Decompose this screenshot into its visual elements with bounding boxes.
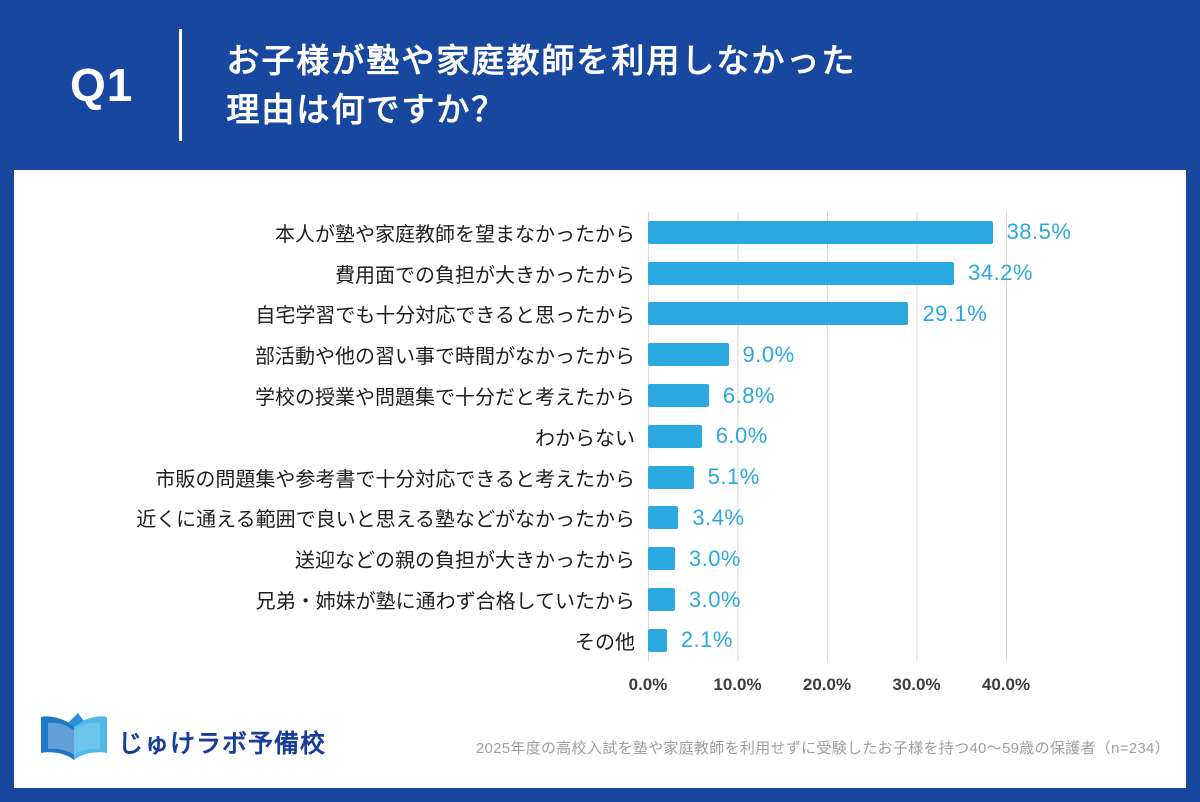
chart-row: 本人が塾や家庭教師を望まなかったから 38.5%: [14, 212, 1170, 253]
bar: [648, 343, 729, 367]
plot-area: 34.2%: [648, 252, 1170, 294]
category-label: 自宅学習でも十分対応できると思ったから: [255, 305, 635, 328]
plot-area: 3.4%: [648, 497, 1170, 539]
category-label: 兄弟・姉妹が塾に通わず合格していたから: [255, 591, 635, 614]
question-title-line2: 理由は何ですか？: [226, 91, 507, 128]
bar: [648, 220, 993, 244]
jukelab-logo-icon: [38, 711, 110, 772]
chart-row: その他 2.1%: [14, 619, 1170, 661]
value-label: 6.8%: [722, 382, 776, 408]
question-header: Q1 お子様が塾や家庭教師を利用しなかった 理由は何ですか？: [0, 0, 1200, 170]
chart-row: 送迎などの親の負担が大きかったから 3.0%: [14, 538, 1170, 580]
category-label: 市販の問題集や参考書で十分対応できると考えたから: [155, 468, 635, 491]
chart-row: 学校の授業や問題集で十分だと考えたから 6.8%: [14, 375, 1170, 416]
chart-row: 費用面での負担が大きかったから 34.2%: [14, 252, 1170, 294]
chart-row: 自宅学習でも十分対応できると思ったから 29.1%: [14, 293, 1170, 335]
value-label: 3.0%: [688, 586, 741, 612]
bar-chart: 本人が塾や家庭教師を望まなかったから 38.5% 費用面での負担が大きかったから 34…: [14, 212, 1170, 703]
value-label: 29.1%: [922, 300, 988, 326]
x-axis-tick: 40.0%: [981, 674, 1031, 694]
plot-area: 3.0%: [648, 579, 1170, 620]
chart-row: 部活動や他の習い事で時間がなかったから 9.0%: [14, 334, 1170, 376]
value-label: 38.5%: [1006, 219, 1072, 245]
bar: [648, 261, 955, 285]
plot-area: 9.0%: [648, 334, 1170, 376]
question-number: Q1: [70, 59, 134, 111]
value-label: 6.0%: [715, 423, 768, 449]
survey-note: 2025年度の高校入試を塾や家庭教師を利用せずに受験したお子様を持つ40～59歳…: [475, 740, 1170, 757]
x-axis-tick: 20.0%: [802, 674, 852, 694]
value-label: 9.0%: [742, 341, 795, 367]
x-axis-tick: 30.0%: [892, 674, 941, 694]
bar: [648, 588, 675, 612]
category-label: 部活動や他の習い事で時間がなかったから: [255, 346, 635, 369]
bar: [648, 302, 909, 326]
bar: [648, 506, 679, 530]
value-label: 5.1%: [707, 464, 760, 490]
category-label: 学校の授業や問題集で十分だと考えたから: [255, 387, 635, 410]
plot-area: 2.1%: [648, 619, 1170, 661]
chart-rows: 本人が塾や家庭教師を望まなかったから 38.5% 費用面での負担が大きかったから 34…: [14, 212, 1170, 661]
chart-row: 近くに通える範囲で良いと思える塾などがなかったから 3.4%: [14, 497, 1170, 539]
plot-area: 3.0%: [648, 538, 1170, 580]
question-title-line1: お子様が塾や家庭教師を利用しなかった: [226, 41, 857, 79]
chart-row: わからない 6.0%: [14, 415, 1170, 457]
category-label: 費用面での負担が大きかったから: [335, 264, 635, 287]
x-axis: 0.0% 10.0% 20.0% 30.0% 40.0%: [629, 665, 1170, 703]
chart-row: 兄弟・姉妹が塾に通わず合格していたから 3.0%: [14, 579, 1170, 620]
x-axis-tick: 0.0%: [628, 674, 668, 694]
bar: [648, 424, 702, 448]
plot-area: 38.5%: [648, 212, 1170, 253]
plot-area: 5.1%: [648, 456, 1170, 498]
question-title: お子様が塾や家庭教師を利用しなかった 理由は何ですか？: [226, 36, 856, 135]
value-label: 2.1%: [680, 627, 733, 653]
chart-card: 本人が塾や家庭教師を望まなかったから 38.5% 費用面での負担が大きかったから 34…: [14, 170, 1186, 788]
bar: [648, 628, 667, 652]
chart-row: 市販の問題集や参考書で十分対応できると考えたから 5.1%: [14, 456, 1170, 498]
value-label: 34.2%: [968, 260, 1033, 286]
category-label: 送迎などの親の負担が大きかったから: [295, 550, 635, 573]
category-label: 本人が塾や家庭教師を望まなかったから: [275, 223, 635, 246]
brand-name: じゅけラボ予備校: [118, 729, 327, 758]
category-label: 近くに通える範囲で良いと思える塾などがなかったから: [136, 509, 635, 532]
bar: [648, 384, 709, 408]
x-axis-tick: 10.0%: [713, 674, 762, 694]
bar: [648, 547, 675, 571]
bar: [648, 465, 694, 489]
value-label: 3.4%: [692, 504, 745, 530]
header-divider: [179, 29, 183, 141]
plot-area: 29.1%: [648, 293, 1170, 335]
plot-area: 6.0%: [648, 415, 1170, 457]
category-label: その他: [575, 631, 635, 654]
plot-area: 6.8%: [648, 375, 1170, 416]
category-label: わからない: [535, 427, 635, 450]
brand-logo: じゅけラボ予備校: [38, 711, 326, 772]
value-label: 3.0%: [688, 545, 741, 571]
